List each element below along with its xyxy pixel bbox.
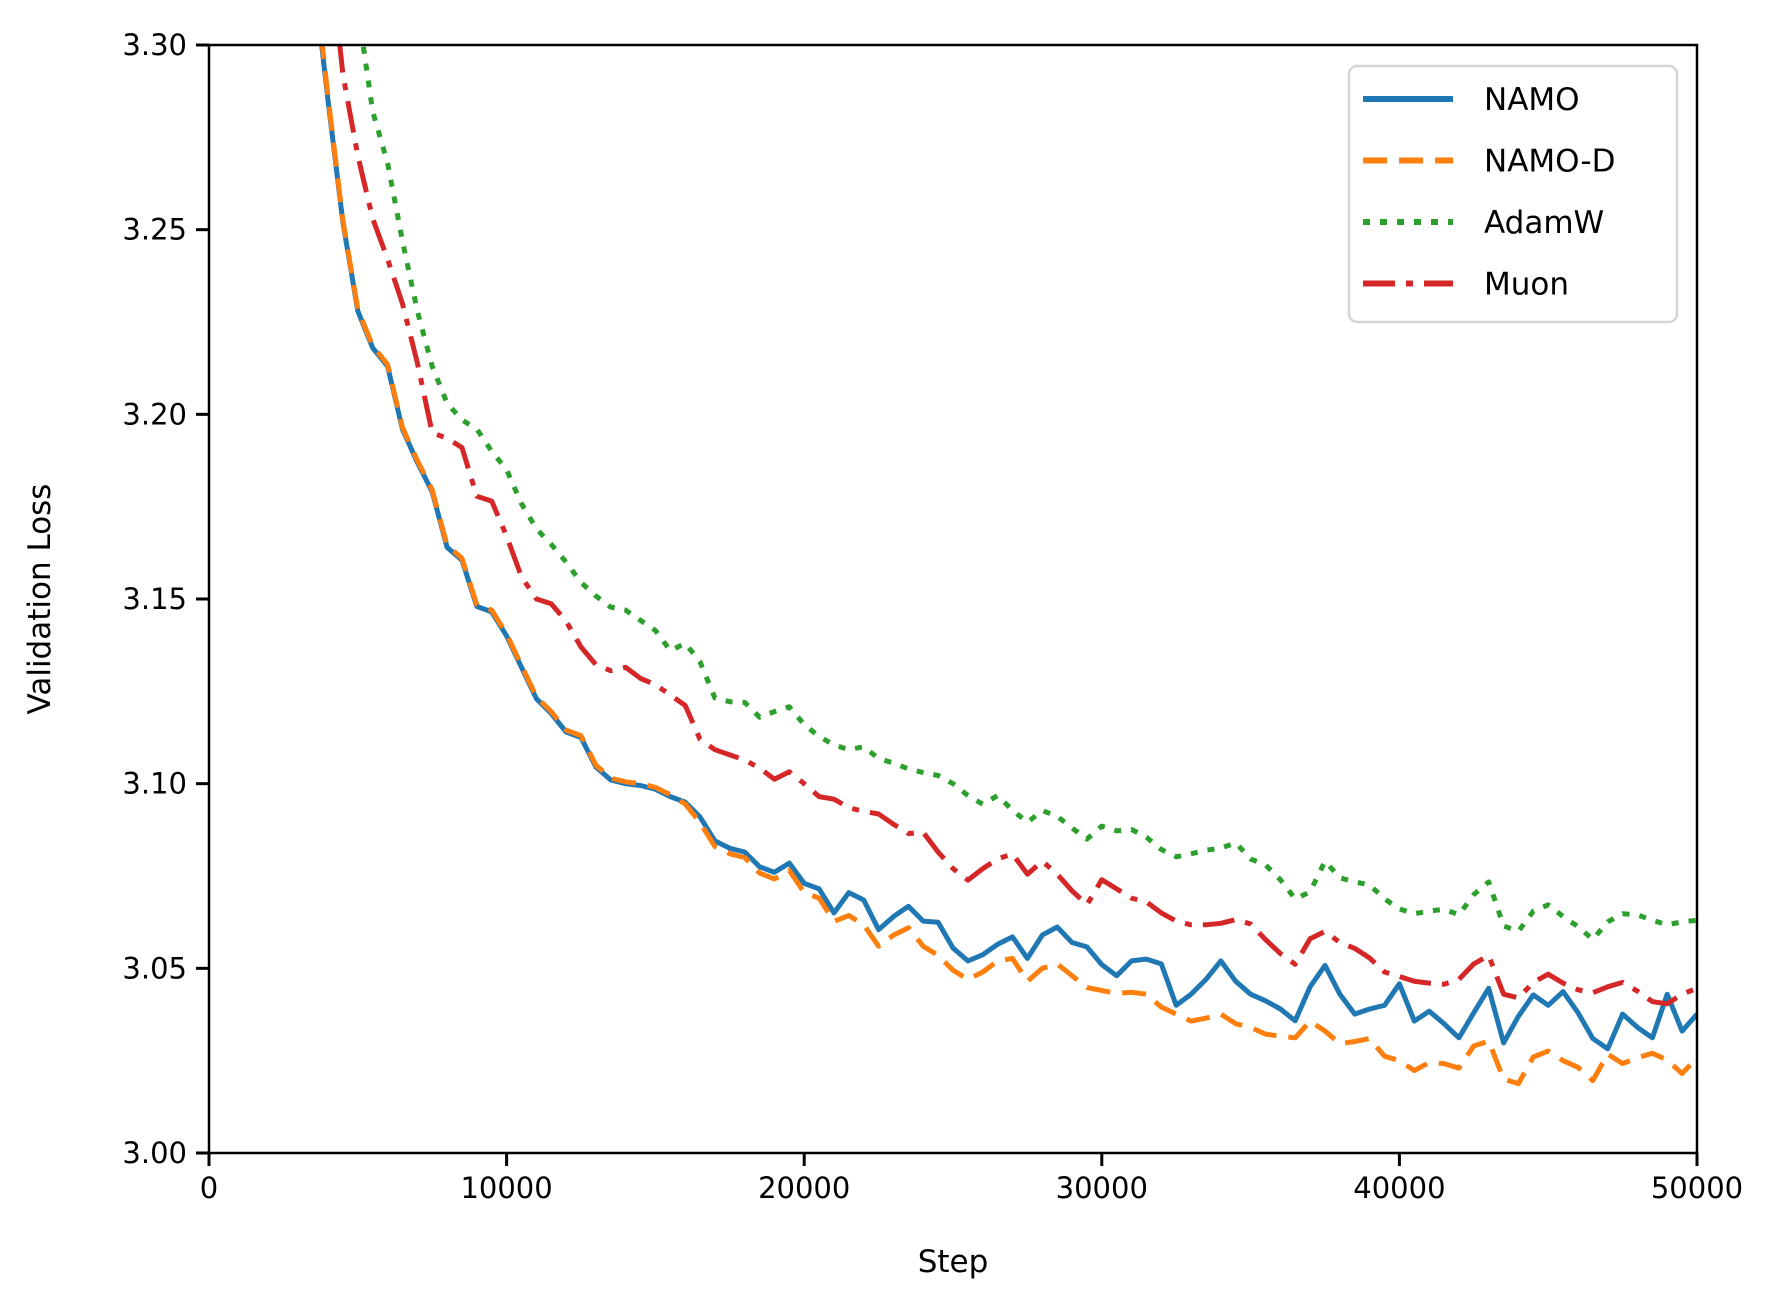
series-line-adamw — [360, 45, 1697, 942]
series-line-namo-d — [319, 45, 1697, 1087]
y-tick-label: 3.00 — [122, 1136, 187, 1170]
y-tick-label: 3.10 — [122, 767, 187, 801]
legend-label: Muon — [1484, 267, 1569, 303]
axes-layer: 0 10000 20000 30000 40000 50000 3.00 3.05 3.10 3.… — [122, 28, 1743, 1205]
y-tick-label: 3.15 — [122, 582, 187, 616]
legend-entry-muon: Muon — [1363, 267, 1569, 303]
y-tick-label: 3.20 — [122, 397, 187, 431]
y-tick-label: 3.30 — [122, 28, 187, 62]
legend-box — [1347, 64, 1679, 324]
legend-entry-adamw: AdamW — [1363, 205, 1604, 241]
legend-entry-namo-d: NAMO-D — [1363, 144, 1615, 180]
legend-label: NAMO — [1484, 82, 1580, 118]
x-tick-label: 30000 — [1056, 1171, 1148, 1205]
x-tick-label: 0 — [200, 1171, 218, 1205]
legend-entry-namo: NAMO — [1363, 82, 1580, 118]
y-axis-label: Validation Loss — [22, 484, 58, 715]
plot-frame — [207, 43, 1699, 1155]
x-tick-label: 50000 — [1651, 1171, 1743, 1205]
legend-label: AdamW — [1484, 205, 1604, 241]
x-tick-label: 10000 — [460, 1171, 552, 1205]
legend-label: NAMO-D — [1484, 144, 1615, 180]
x-tick-label: 40000 — [1353, 1171, 1445, 1205]
x-axis-label: Step — [918, 1244, 989, 1280]
x-tick-label: 20000 — [758, 1171, 850, 1205]
series-layer — [319, 45, 1697, 1087]
y-tick-label: 3.05 — [122, 951, 187, 985]
y-tick-label: 3.25 — [122, 213, 187, 247]
legend: NAMO NAMO-D AdamW Muon — [1347, 64, 1679, 324]
series-line-muon — [337, 45, 1697, 1007]
